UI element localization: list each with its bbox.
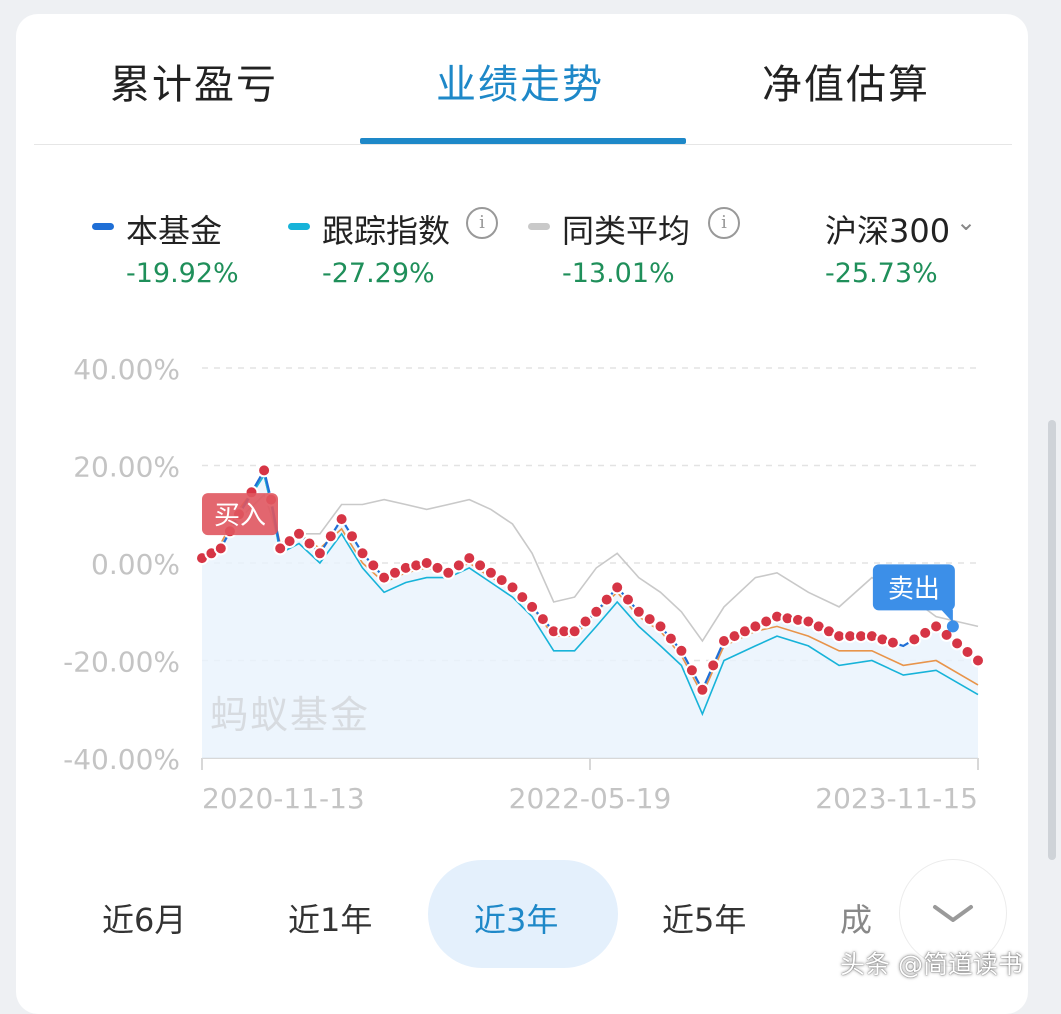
watermark: 蚂蚁基金 bbox=[210, 693, 371, 737]
trade-marker bbox=[323, 529, 338, 544]
legend-value-tracking-index: -27.29% bbox=[322, 258, 435, 289]
scrollbar[interactable] bbox=[1048, 420, 1056, 860]
trade-marker bbox=[706, 658, 721, 673]
tab-cumulative-pnl[interactable]: 累计盈亏 bbox=[110, 62, 278, 108]
trade-marker bbox=[610, 580, 625, 595]
sell-annotation-box bbox=[872, 564, 955, 611]
chevron-down-icon bbox=[933, 905, 973, 922]
trade-marker bbox=[451, 558, 466, 573]
trade-marker bbox=[695, 682, 710, 697]
trade-marker bbox=[599, 592, 614, 607]
buy-annotation-label: 买入 bbox=[214, 501, 266, 531]
sell-point bbox=[946, 620, 959, 633]
buy-annotation-box bbox=[202, 493, 278, 536]
trade-marker bbox=[441, 565, 456, 580]
range-pill-active bbox=[428, 860, 618, 968]
trade-marker bbox=[462, 551, 477, 566]
trade-marker bbox=[653, 619, 668, 634]
legend-label-csi300: 沪深300 bbox=[825, 212, 951, 250]
x-tick-label: 2023-11-15 bbox=[815, 782, 978, 815]
info-icon[interactable]: i bbox=[708, 207, 740, 239]
trade-marker bbox=[631, 604, 646, 619]
trade-marker bbox=[302, 536, 317, 551]
trade-marker bbox=[257, 463, 272, 478]
legend-label-fund: 本基金 bbox=[126, 212, 223, 250]
legend-swatch-fund bbox=[92, 223, 114, 230]
y-tick-label: 20.00% bbox=[73, 451, 180, 484]
x-tick-label: 2022-05-19 bbox=[509, 782, 672, 815]
trade-marker bbox=[273, 541, 288, 556]
range-5y[interactable]: 近5年 bbox=[662, 901, 747, 939]
trade-marker bbox=[950, 636, 965, 651]
expand-ranges-button[interactable] bbox=[900, 860, 1006, 966]
trade-marker bbox=[642, 612, 657, 627]
trade-marker bbox=[578, 614, 593, 629]
trade-marker bbox=[589, 604, 604, 619]
trade-marker bbox=[355, 546, 370, 561]
trade-marker bbox=[907, 632, 922, 647]
legend-swatch-tracking-index bbox=[288, 223, 310, 230]
y-tick-label: 0.00% bbox=[91, 548, 180, 581]
sell-annotation-label: 卖出 bbox=[888, 574, 940, 604]
fund-area bbox=[202, 470, 978, 758]
trade-marker bbox=[515, 590, 530, 605]
y-tick-label: -40.00% bbox=[63, 743, 180, 776]
trade-marker bbox=[918, 625, 933, 640]
trade-marker bbox=[939, 627, 954, 642]
credit-text: 头条 @简道读书 bbox=[840, 950, 1023, 979]
y-tick-label: 40.00% bbox=[73, 353, 180, 386]
range-since-inception[interactable]: 成 bbox=[840, 901, 873, 939]
trade-marker bbox=[292, 526, 306, 541]
trade-marker bbox=[567, 624, 582, 639]
tab-performance-trend[interactable]: 业绩走势 bbox=[436, 62, 604, 108]
trade-marker bbox=[494, 573, 509, 588]
trade-marker bbox=[535, 612, 550, 627]
fund-card bbox=[16, 14, 1028, 1014]
trade-marker bbox=[960, 645, 975, 659]
tab-nav-estimate[interactable]: 净值估算 bbox=[762, 62, 930, 108]
y-tick-label: -20.00% bbox=[63, 646, 180, 679]
trade-marker bbox=[929, 619, 944, 634]
trade-marker bbox=[885, 635, 900, 650]
range-3y[interactable]: 近3年 bbox=[474, 901, 559, 939]
x-tick-label: 2020-11-13 bbox=[202, 782, 365, 815]
trade-marker bbox=[621, 592, 635, 607]
active-tab-indicator bbox=[360, 138, 686, 144]
trade-marker bbox=[334, 512, 349, 527]
trade-marker bbox=[674, 643, 689, 658]
range-1y[interactable]: 近1年 bbox=[288, 901, 373, 939]
chevron-down-icon[interactable]: ⌄ bbox=[956, 208, 977, 236]
trade-marker bbox=[684, 663, 699, 678]
legend-swatch-peer-average bbox=[528, 223, 550, 230]
trade-marker bbox=[663, 631, 678, 646]
trade-marker bbox=[505, 580, 520, 595]
trade-marker bbox=[312, 546, 327, 561]
sell-annotation-pointer bbox=[940, 609, 953, 623]
trade-marker bbox=[971, 653, 985, 668]
legend-value-peer-average: -13.01% bbox=[562, 258, 675, 289]
tab-divider bbox=[34, 144, 1012, 145]
trade-marker bbox=[473, 558, 488, 573]
legend-label-tracking-index: 跟踪指数 bbox=[322, 212, 451, 250]
range-6m[interactable]: 近6月 bbox=[102, 901, 187, 939]
trade-marker bbox=[483, 565, 498, 580]
trade-marker bbox=[213, 541, 228, 556]
trade-marker bbox=[345, 529, 359, 544]
trade-marker bbox=[282, 534, 297, 549]
legend-value-fund: -19.92% bbox=[126, 258, 239, 289]
legend-label-peer-average: 同类平均 bbox=[562, 212, 691, 250]
info-icon[interactable]: i bbox=[466, 207, 498, 239]
trade-marker bbox=[366, 558, 381, 573]
legend-value-csi300: -25.73% bbox=[825, 258, 938, 289]
trade-marker bbox=[525, 599, 540, 614]
